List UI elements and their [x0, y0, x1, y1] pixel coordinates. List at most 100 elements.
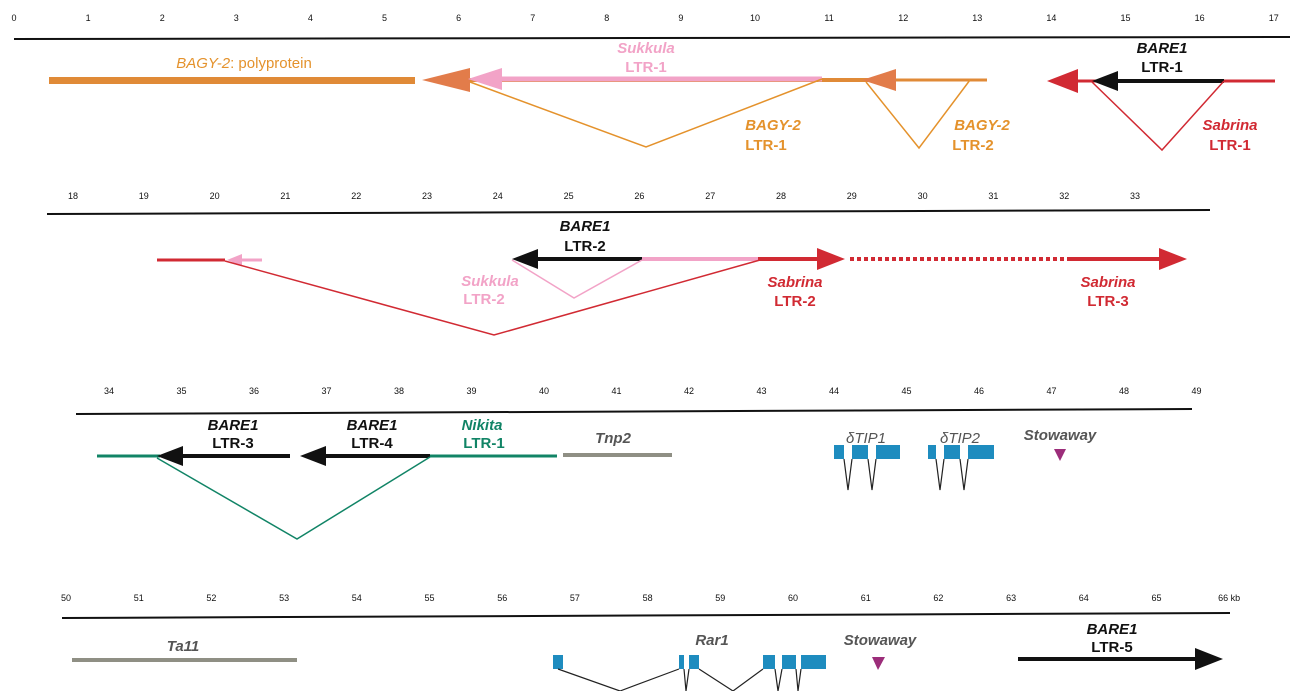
scale-tick-label: 33	[1130, 191, 1140, 201]
scale-tick-label: 27	[705, 191, 715, 201]
scale-tick-label: 63	[1006, 593, 1016, 603]
sukkula-ltr2-left-arrowhead	[227, 254, 242, 266]
scale-tick-label: 52	[206, 593, 216, 603]
bagy2-polyprotein-bar	[49, 77, 415, 84]
dtip1-gene-model	[834, 445, 900, 491]
scale-tick-label: 50	[61, 593, 71, 603]
nikita-ltr1-ltr: LTR-1	[463, 435, 504, 452]
sabrina-ltr2-arrowhead	[817, 248, 845, 270]
row-4-scale: 50 51 52 53 54 55 56 57 58 59 60 61 62 63 64 65 66 kb	[61, 593, 1240, 619]
dtip1-label: δTIP1	[846, 430, 886, 447]
scale-tick-label: 38	[394, 386, 404, 396]
bare1-ltr1-name: BARE1	[1137, 40, 1188, 57]
stowaway-2-label: Stowaway	[844, 632, 917, 649]
scale-tick-label: 28	[776, 191, 786, 201]
bagy2-polyprotein-suffix: : polyprotein	[230, 55, 312, 72]
scale-tick-label: 25	[564, 191, 574, 201]
sabrina-ltr2-connector	[224, 259, 761, 336]
scale-tick-label: 4	[308, 13, 313, 23]
row-3-tick-labels: 34 35 36 37 38 39 40 41 42 43 44 45 46 47 48 49	[104, 386, 1202, 396]
scale-tick-label: 9	[678, 13, 683, 23]
scale-tick-label: 35	[176, 386, 186, 396]
scale-tick-label: 2	[160, 13, 165, 23]
bare1-ltr4-name: BARE1	[347, 417, 398, 434]
scale-tick-label: 40	[539, 386, 549, 396]
scale-tick-label: 19	[139, 191, 149, 201]
rar1-gene-model	[553, 655, 826, 691]
rar1-label: Rar1	[695, 632, 728, 649]
bagy2-ltr2-ltr: LTR-2	[952, 137, 993, 154]
bare1-ltr4-arrowhead	[300, 446, 326, 466]
scale-tick-label: 32	[1059, 191, 1069, 201]
scale-tick-label: 59	[715, 593, 725, 603]
scale-tick-label: 16	[1195, 13, 1205, 23]
scale-tick-label: 39	[466, 386, 476, 396]
scale-tick-label: 5	[382, 13, 387, 23]
bagy2-ltr1-ltr: LTR-1	[745, 137, 786, 154]
scale-tick-label: 48	[1119, 386, 1129, 396]
sukkula-ltr2-ltr: LTR-2	[463, 291, 504, 308]
row-2-tick-labels: 18 19 20 21 22 23 24 25 26 27 28 29 30 31 32 33	[68, 191, 1140, 201]
sukkula-ltr1-name: Sukkula	[617, 40, 675, 57]
bare1-ltr2-name: BARE1	[560, 218, 611, 235]
bare1-ltr5-arrowhead	[1195, 648, 1223, 670]
scale-tick-label: 41	[611, 386, 621, 396]
bagy2-polyprotein-label: BAGY-2: polyprotein	[176, 55, 312, 72]
bagy2-ltr2-connector	[865, 79, 971, 150]
sabrina-ltr2-name: Sabrina	[767, 274, 822, 291]
bare1-ltr3-name: BARE1	[208, 417, 259, 434]
sabrina-ltr3-name: Sabrina	[1080, 274, 1135, 291]
scale-tick-label: 13	[972, 13, 982, 23]
bagy2-ltr1-name: BAGY-2	[745, 117, 801, 134]
scale-tick-label: 8	[604, 13, 609, 23]
bare1-ltr3-ltr: LTR-3	[212, 435, 253, 452]
scale-tick-label: 26	[634, 191, 644, 201]
row-1-scale: 0 1 2 3 4 5 6 7 8 9 10 11 12 13 14 15 16 17	[11, 13, 1291, 40]
bagy2-polyprotein-name: BAGY-2	[176, 55, 231, 72]
row-4-tick-labels: 50 51 52 53 54 55 56 57 58 59 60 61 62 63 64 65 66 kb	[61, 593, 1240, 603]
scale-tick-label: 17	[1269, 13, 1279, 23]
scale-tick-label: 49	[1191, 386, 1201, 396]
scale-tick-label: 3	[234, 13, 239, 23]
row-2-scale: 18 19 20 21 22 23 24 25 26 27 28 29 30 31 32 33	[46, 191, 1211, 215]
scale-tick-label: 54	[352, 593, 362, 603]
ta11-label: Ta11	[167, 638, 200, 655]
tnp2-label: Tnp2	[595, 430, 631, 447]
bare1-ltr1-arrowhead	[1092, 71, 1118, 91]
sukkula-ltr2-name: Sukkula	[461, 273, 519, 290]
stowaway-1-triangle-icon	[1054, 449, 1066, 461]
scale-tick-label: 12	[898, 13, 908, 23]
scale-tick-label: 53	[279, 593, 289, 603]
sabrina-ltr1-name: Sabrina	[1202, 117, 1257, 134]
bare1-ltr5-name: BARE1	[1087, 621, 1138, 638]
bare1-ltr1-ltr: LTR-1	[1141, 59, 1182, 76]
scale-tick-label: 45	[901, 386, 911, 396]
scale-tick-label: 36	[249, 386, 259, 396]
scale-tick-label: 37	[321, 386, 331, 396]
sabrina-ltr2-ltr: LTR-2	[774, 293, 815, 310]
nikita-connector	[156, 456, 431, 540]
scale-tick-label: 7	[530, 13, 535, 23]
sabrina-ltr3-ltr: LTR-3	[1087, 293, 1128, 310]
bagy2-ltr2-name: BAGY-2	[954, 117, 1010, 134]
scale-tick-label: 34	[104, 386, 114, 396]
scale-tick-label: 23	[422, 191, 432, 201]
scale-tick-label: 62	[933, 593, 943, 603]
scale-tick-label: 1	[86, 13, 91, 23]
scale-tick-label: 31	[988, 191, 998, 201]
scale-tick-label: 43	[756, 386, 766, 396]
scale-tick-label: 29	[847, 191, 857, 201]
scale-tick-label: 42	[684, 386, 694, 396]
row-1-tick-labels: 0 1 2 3 4 5 6 7 8 9 10 11 12 13 14 15 16 17	[11, 13, 1278, 23]
bagy2-ltr1-arrowhead	[422, 68, 470, 92]
bare1-ltr2-arrowhead	[512, 249, 538, 269]
scale-tick-label: 64	[1079, 593, 1089, 603]
scale-tick-label: 6	[456, 13, 461, 23]
scale-tick-label: 14	[1046, 13, 1056, 23]
sukkula-ltr1-arrowhead	[468, 68, 502, 90]
sabrina-ltr1-ltr: LTR-1	[1209, 137, 1250, 154]
scale-tick-label: 11	[824, 13, 833, 23]
scale-tick-label: 24	[493, 191, 503, 201]
bare1-ltr3-arrowhead	[157, 446, 183, 466]
